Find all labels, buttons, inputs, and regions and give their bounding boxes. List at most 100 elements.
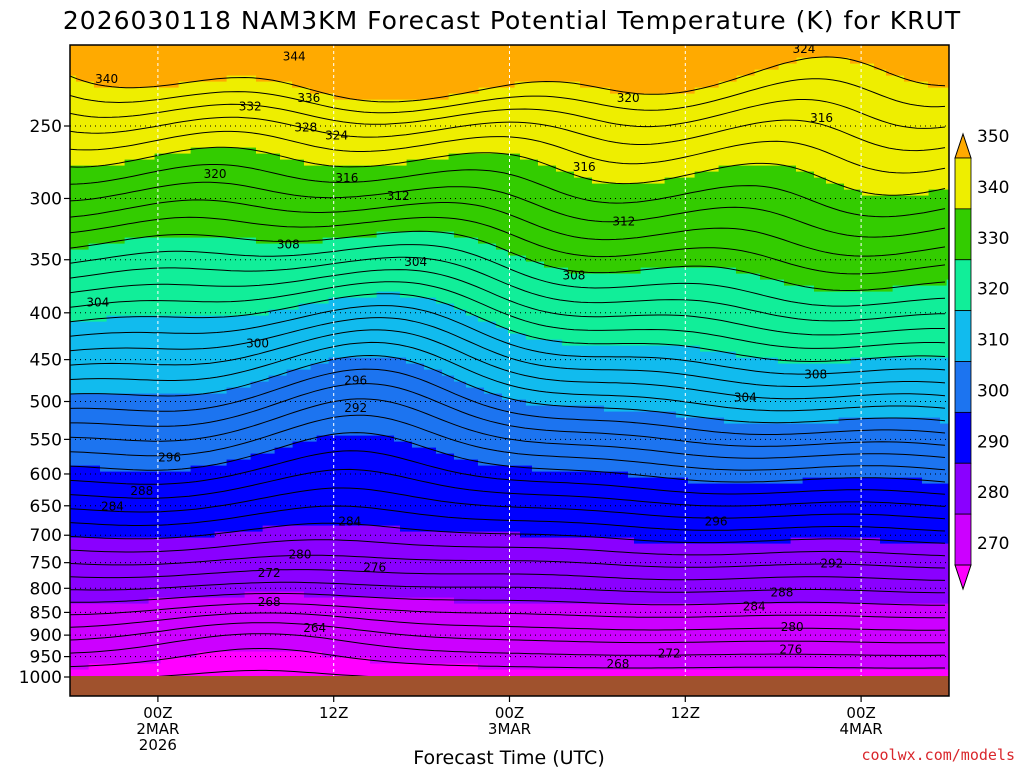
svg-text:292: 292 <box>820 557 843 571</box>
contour-line-294 <box>70 487 946 520</box>
contour-label-24: 296 <box>158 451 181 465</box>
contour-line-270 <box>70 648 945 669</box>
y-tick-label-800: 800 <box>30 579 62 599</box>
y-tick-label-450: 450 <box>30 351 62 371</box>
contour-line-296 <box>70 468 946 507</box>
contour-label-9: 316 <box>810 111 833 125</box>
contour-line-346 <box>70 99 946 129</box>
colorbar-segment-7 <box>954 513 972 566</box>
svg-text:340: 340 <box>95 72 118 86</box>
contour-label-26: 284 <box>101 499 124 513</box>
y-tick-label-250: 250 <box>30 117 62 137</box>
contour-label-18: 304 <box>86 296 109 310</box>
x-tick-label-6-0: 00Z <box>143 704 172 722</box>
contour-label-7: 324 <box>793 45 816 56</box>
contour-label-16: 304 <box>404 255 427 269</box>
svg-text:320: 320 <box>204 167 227 181</box>
svg-text:328: 328 <box>294 121 317 135</box>
svg-text:288: 288 <box>771 585 794 599</box>
contour-line-348 <box>70 78 946 114</box>
grid-lines <box>70 45 949 696</box>
contour-label-40: 268 <box>606 657 629 671</box>
svg-text:308: 308 <box>277 238 300 252</box>
contour-band-9 <box>70 45 949 100</box>
contour-label-17: 308 <box>563 268 586 282</box>
contour-line-344 <box>70 116 946 152</box>
y-tick-label-550: 550 <box>30 430 62 450</box>
contour-label-33: 288 <box>771 585 794 599</box>
svg-text:280: 280 <box>289 548 312 562</box>
contour-line-340 <box>70 146 946 196</box>
y-tick-label-700: 700 <box>30 526 62 546</box>
contour-line-288 <box>70 539 946 557</box>
contour-line-306 <box>70 382 946 447</box>
contour-label-2: 336 <box>297 91 320 105</box>
y-tick-label-650: 650 <box>30 497 62 517</box>
colorbar-label-330: 330 <box>977 229 1009 249</box>
y-tick-label-1000: 1000 <box>19 668 62 688</box>
contour-line-292 <box>70 505 946 532</box>
contour-band-8 <box>70 57 949 196</box>
contour-label-12: 316 <box>335 171 358 185</box>
svg-text:292: 292 <box>344 401 367 415</box>
contour-label-29: 292 <box>820 557 843 571</box>
svg-text:332: 332 <box>239 99 262 113</box>
contour-label-25: 288 <box>130 484 153 498</box>
svg-text:312: 312 <box>387 189 410 203</box>
contour-line-290 <box>70 522 946 544</box>
svg-text:296: 296 <box>344 373 367 387</box>
y-tick-label-750: 750 <box>30 554 62 574</box>
svg-text:280: 280 <box>781 620 804 634</box>
colorbar-label-350: 350 <box>977 127 1009 147</box>
y-tick-label-500: 500 <box>30 393 62 413</box>
y-tick-label-950: 950 <box>30 648 62 668</box>
contour-label-0: 344 <box>283 50 306 64</box>
svg-text:312: 312 <box>612 215 635 229</box>
svg-text:296: 296 <box>705 514 728 528</box>
x-tick-label-6-1: 2MAR <box>136 720 179 738</box>
contour-label-13: 312 <box>387 189 410 203</box>
contour-label-19: 300 <box>246 336 269 350</box>
svg-text:284: 284 <box>743 599 766 613</box>
colorbar-label-310: 310 <box>977 331 1009 351</box>
contour-label-5: 324 <box>325 128 348 142</box>
contour-line-302 <box>70 414 946 471</box>
svg-text:308: 308 <box>563 268 586 282</box>
contour-label-8: 320 <box>617 91 640 105</box>
contour-label-21: 292 <box>344 401 367 415</box>
x-tick-label-30-0: 00Z <box>495 704 524 722</box>
svg-text:272: 272 <box>258 566 281 580</box>
colorbar-segment-6 <box>954 462 972 515</box>
contour-label-4: 328 <box>294 121 317 135</box>
contour-line-286 <box>70 554 946 569</box>
contour-line-318 <box>70 305 946 375</box>
svg-text:268: 268 <box>258 595 281 609</box>
y-tick-label-300: 300 <box>30 189 62 209</box>
x-tick-label-54-1: 4MAR <box>840 720 883 738</box>
svg-text:316: 316 <box>810 111 833 125</box>
colorbar-segment-4 <box>954 361 972 413</box>
contour-line-342 <box>70 130 946 174</box>
contour-line-282 <box>70 581 946 594</box>
contour-label-23: 304 <box>734 391 757 405</box>
colorbar-label-280: 280 <box>977 483 1009 503</box>
colorbar-segment-1 <box>954 208 972 261</box>
contour-line-284 <box>70 569 946 581</box>
svg-text:300: 300 <box>246 336 269 350</box>
colorbar-label-300: 300 <box>977 381 1009 401</box>
chart-title: 2026030118 NAM3KM Forecast Potential Tem… <box>63 6 961 35</box>
svg-text:304: 304 <box>86 296 109 310</box>
contour-label-38: 276 <box>779 642 802 656</box>
colorbar-label-290: 290 <box>977 432 1009 452</box>
contour-line-350 <box>70 56 946 103</box>
y-tick-label-850: 850 <box>30 603 62 623</box>
colorbar-segment-2 <box>954 259 972 312</box>
contour-label-39: 272 <box>658 646 681 660</box>
contour-label-35: 268 <box>258 595 281 609</box>
x-tick-label-42-0: 12Z <box>671 704 700 722</box>
plot-area: 3443403363323283243283243203163163203163… <box>70 45 949 696</box>
contour-label-31: 276 <box>363 560 386 574</box>
contour-band-7 <box>70 147 949 292</box>
svg-text:304: 304 <box>404 255 427 269</box>
